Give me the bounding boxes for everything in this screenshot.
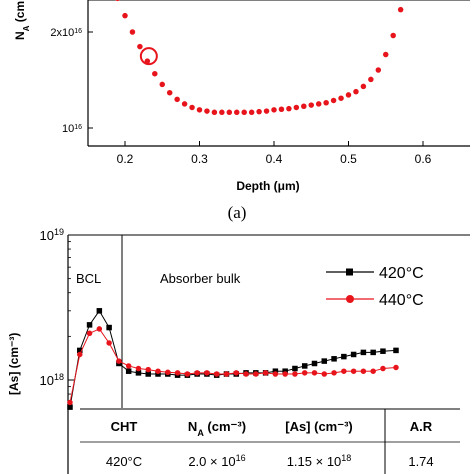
panel-a-axes — [87, 0, 470, 147]
series-segment — [79, 324, 91, 351]
series-segment — [98, 310, 110, 328]
data-point-circle — [345, 92, 352, 98]
legend-marker-420 — [346, 268, 353, 276]
summary-table: CHT NA (cm⁻³) [As] (cm⁻³) A.R 420°C 2.0 … — [80, 408, 460, 474]
data-point-circle — [271, 107, 277, 113]
panel-a-y-ticks: 2x1016 1016 — [50, 27, 93, 135]
x-tick-label: 0.2 — [117, 152, 134, 166]
data-point-circle — [174, 96, 180, 103]
data-point-circle — [353, 88, 359, 95]
data-point-circle — [390, 32, 396, 39]
table-header-row: CHT NA (cm⁻³) [As] (cm⁻³) A.R — [111, 419, 433, 438]
data-point-circle — [204, 108, 210, 114]
table-cell-as: 1.15 × 1018 — [287, 453, 352, 469]
table-header-cht: CHT — [111, 419, 138, 434]
data-point-square — [393, 347, 399, 354]
data-point-circle — [115, 0, 120, 2]
data-point-circle — [330, 97, 337, 104]
panel-b-y-ticks: 1019 1018 — [40, 227, 74, 403]
data-point-circle — [338, 95, 344, 101]
data-point-circle — [360, 83, 367, 90]
table-header-ar: A.R — [410, 419, 433, 434]
data-point-circle — [286, 105, 292, 112]
series-segment — [79, 333, 91, 355]
table-cell-ar: 1.74 — [408, 454, 433, 469]
data-point-circle — [248, 109, 255, 116]
data-point-circle — [263, 108, 270, 114]
region-label-bcl: BCL — [76, 271, 101, 286]
panel-a-x-label: Depth (μm) — [236, 179, 299, 193]
panel-a-y-label: NA (cm — [13, 1, 31, 40]
legend: 420°C 440°C — [326, 265, 424, 309]
highlight-circle — [139, 47, 158, 66]
table-row: 420°C 2.0 × 1016 1.15 × 1018 1.74 — [106, 453, 434, 469]
data-point-circle — [152, 70, 158, 77]
data-point-circle — [219, 109, 225, 116]
data-point-circle — [159, 81, 165, 88]
data-point-circle — [189, 104, 195, 111]
y-tick-label: 1016 — [62, 123, 82, 135]
data-point-circle — [375, 67, 382, 73]
y-tick-label: 2x1016 — [50, 27, 82, 39]
series-segment — [98, 328, 110, 344]
legend-marker-440 — [346, 295, 354, 303]
data-point-circle — [122, 12, 128, 19]
data-point-circle — [234, 109, 240, 116]
data-point-circle — [211, 109, 218, 116]
legend-label-420: 420°C — [379, 265, 424, 282]
data-point-circle — [308, 102, 314, 108]
series-segment — [69, 354, 81, 403]
data-point-circle — [166, 89, 173, 96]
panel-a-label: (a) — [228, 203, 247, 222]
table-header-as: [As] (cm⁻³) — [285, 419, 353, 434]
data-point-circle — [315, 101, 322, 107]
table-cell-na: 2.0 × 1016 — [188, 453, 245, 469]
legend-label-440: 440°C — [379, 292, 424, 309]
x-tick-label: 0.3 — [191, 152, 208, 166]
data-point-circle — [301, 103, 307, 110]
table-header-na: NA (cm⁻³) — [188, 419, 246, 438]
data-point-circle — [323, 99, 329, 106]
legend-item-440: 440°C — [326, 292, 424, 309]
data-point-circle — [137, 43, 143, 50]
data-point-circle — [293, 104, 300, 111]
panel-b-axes — [67, 234, 470, 474]
panel-b-y-label: [As] (cm⁻³) — [7, 333, 21, 395]
legend-item-420: 420°C — [326, 265, 424, 282]
panel-a: 0.2 0.3 0.4 0.5 0.6 2x1016 1016 NA (cm Depth … — [13, 0, 470, 222]
x-tick-label: 0.5 — [340, 152, 357, 166]
data-point-circle — [241, 109, 247, 116]
y-tick-label: 1019 — [40, 227, 64, 243]
data-point-circle — [226, 109, 233, 116]
data-point-circle — [181, 101, 188, 107]
x-tick-label: 0.4 — [266, 152, 283, 166]
table-cell-cht: 420°C — [106, 454, 142, 469]
panel-b: 1019 1018 [As] (cm⁻³) BCL Absorber bulk 4… — [7, 227, 470, 474]
y-tick-label: 1018 — [40, 372, 64, 388]
series-segment — [108, 342, 120, 362]
panel-a-points — [115, 0, 404, 116]
data-point-circle — [383, 51, 389, 58]
data-point-circle — [196, 107, 203, 113]
panel-a-x-ticks: 0.2 0.3 0.4 0.5 0.6 — [117, 141, 432, 166]
data-point-circle — [278, 106, 285, 112]
panel-b-points — [67, 308, 399, 410]
region-label-absorber-bulk: Absorber bulk — [160, 271, 241, 286]
x-tick-label: 0.6 — [415, 152, 432, 166]
data-point-circle — [368, 76, 374, 83]
data-point-circle — [256, 108, 262, 115]
data-point-circle — [393, 364, 399, 371]
data-point-circle — [397, 6, 404, 13]
data-point-circle — [129, 29, 136, 35]
